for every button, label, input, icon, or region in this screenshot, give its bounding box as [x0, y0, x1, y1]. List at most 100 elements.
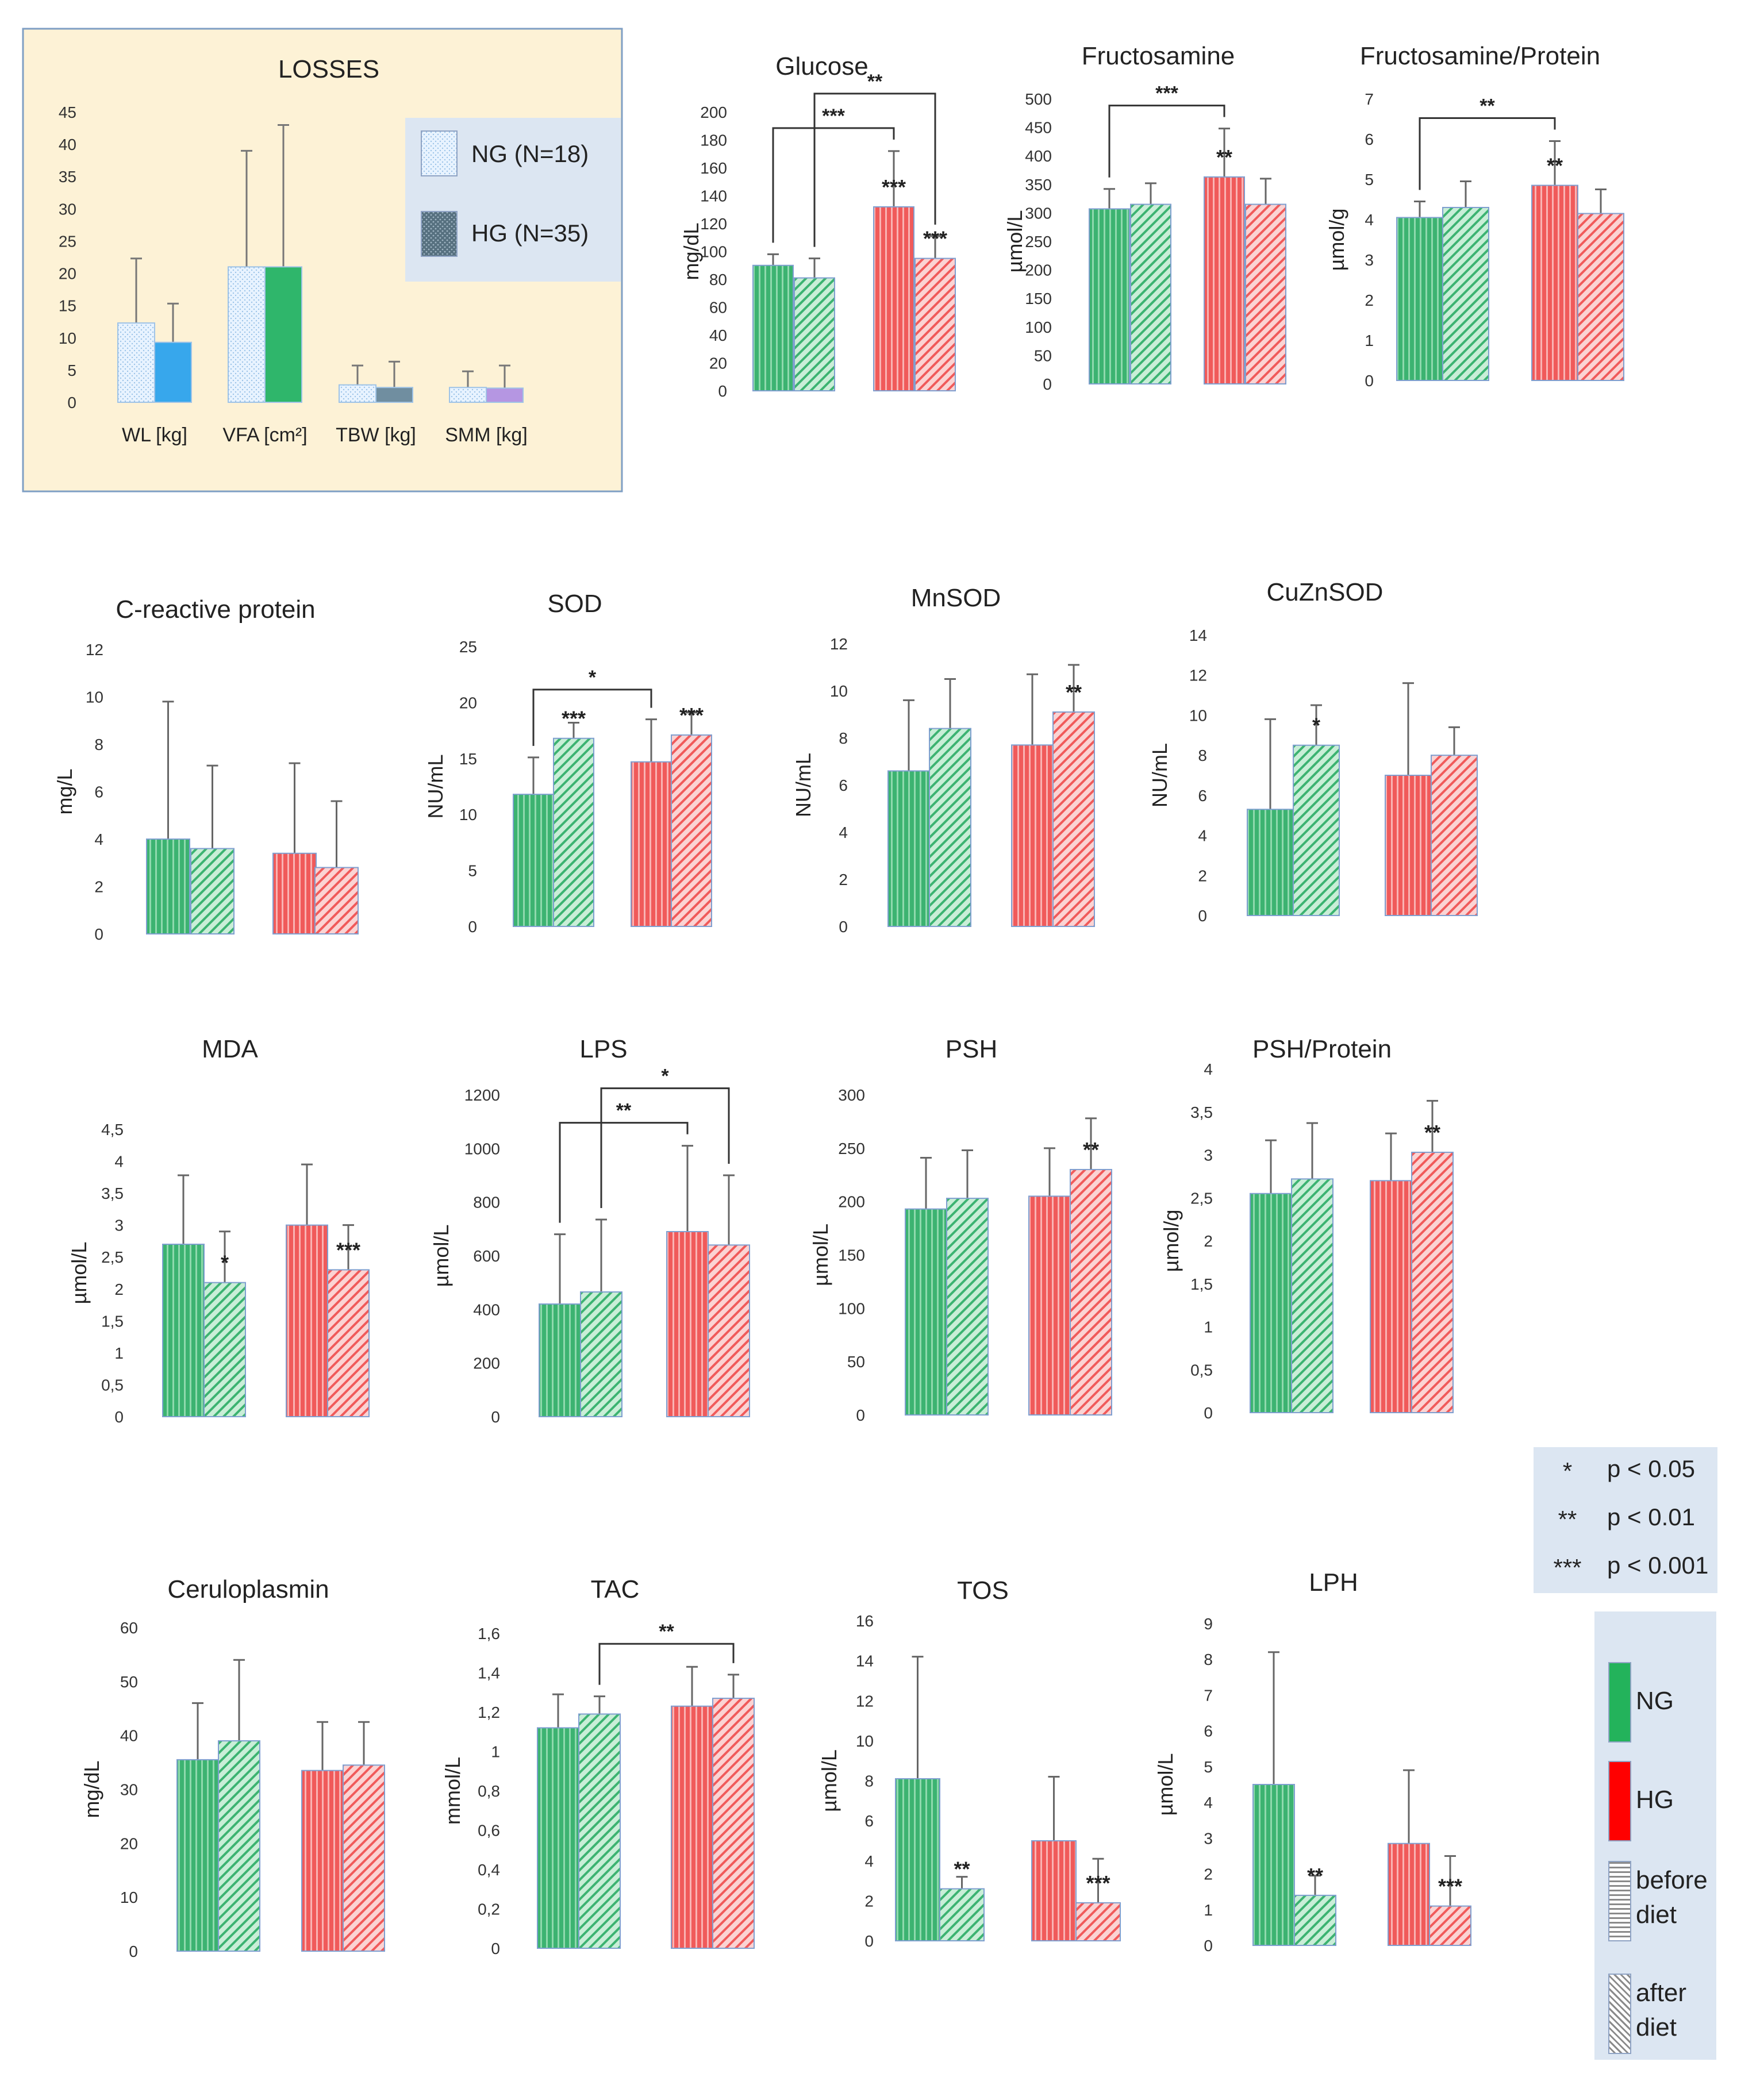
significance-stars: *** — [1086, 1871, 1110, 1895]
bar — [146, 839, 190, 934]
y-tick-label: 0 — [1204, 1937, 1213, 1955]
bar — [1577, 213, 1624, 381]
bar — [203, 1282, 246, 1418]
y-tick-label: 250 — [1025, 233, 1052, 251]
y-tick-label: 300 — [1025, 204, 1052, 222]
y-tick-label: 50 — [120, 1673, 138, 1691]
significance-bracket — [532, 689, 652, 746]
y-tick-label: 2,5 — [1190, 1189, 1213, 1207]
y-tick-label: 2 — [94, 878, 103, 896]
bar — [1247, 809, 1294, 917]
chart-title: LOSSES — [278, 55, 379, 83]
y-tick-label: 0,5 — [1190, 1361, 1213, 1379]
bar — [449, 387, 487, 403]
legend-swatch-hg — [1608, 1761, 1631, 1841]
y-tick-label: 10 — [830, 682, 848, 700]
y-tick-label: 6 — [1204, 1722, 1213, 1740]
bar — [1388, 1843, 1430, 1947]
y-tick-label: 14 — [1189, 626, 1207, 644]
y-tick-label: 180 — [700, 132, 727, 149]
significance-bracket — [598, 1643, 735, 1685]
y-tick-label: 6 — [839, 776, 848, 794]
y-tick-label: 0 — [468, 918, 477, 936]
significance-stars: *** — [336, 1238, 360, 1261]
y-tick-label: 2 — [839, 871, 848, 889]
bar — [1028, 1195, 1071, 1416]
y-tick-label: 60 — [120, 1619, 138, 1637]
y-tick-label: 0,8 — [478, 1782, 500, 1800]
bracket-stars: * — [589, 667, 597, 689]
bracket-stars: ** — [616, 1100, 632, 1122]
significance-stars: *** — [562, 707, 586, 730]
significance-bracket — [772, 127, 895, 243]
bar — [578, 1713, 621, 1949]
y-tick-label: 5 — [468, 862, 477, 880]
y-tick-label: 600 — [473, 1247, 500, 1265]
chart-title: Glucose — [775, 52, 868, 80]
bracket-stars: *** — [822, 105, 845, 127]
y-tick-label: 40 — [59, 136, 76, 153]
y-tick-label: 300 — [838, 1086, 865, 1104]
significance-bracket — [1108, 105, 1225, 178]
y-tick-label: 4 — [864, 1852, 874, 1870]
y-tick-label: 30 — [120, 1781, 138, 1799]
y-tick-label: 1,5 — [1190, 1275, 1213, 1293]
x-tick-label: SMM [kg] — [445, 424, 528, 446]
y-tick-label: 6 — [1365, 130, 1374, 148]
significance-stars: ** — [954, 1857, 970, 1880]
y-axis-label: µmol/g — [1159, 1210, 1183, 1272]
bar — [286, 1224, 328, 1418]
bar — [1204, 176, 1245, 384]
bar — [914, 257, 956, 391]
y-tick-label: 0 — [114, 1408, 124, 1426]
bar — [1075, 1902, 1121, 1941]
losses-legend-swatch-hg — [421, 211, 458, 257]
bar — [895, 1778, 940, 1942]
y-tick-label: 2 — [1198, 867, 1207, 884]
significance-label: p < 0.01 — [1607, 1503, 1695, 1530]
significance-stars: * — [1562, 1457, 1573, 1484]
bar — [301, 1770, 344, 1952]
y-axis-label: NU/mL — [1148, 743, 1171, 807]
significance-stars: * — [1312, 714, 1320, 737]
significance-bracket — [600, 1087, 730, 1208]
y-tick-label: 0,5 — [101, 1376, 124, 1394]
significance-stars: ** — [1558, 1506, 1577, 1533]
bar — [873, 206, 914, 391]
y-tick-label: 1,6 — [478, 1625, 500, 1643]
y-tick-label: 6 — [94, 783, 103, 801]
significance-label: p < 0.001 — [1607, 1552, 1709, 1579]
y-tick-label: 250 — [838, 1140, 865, 1157]
y-tick-label: 9 — [1204, 1615, 1213, 1633]
bar — [1252, 1784, 1295, 1946]
y-tick-label: 0 — [839, 918, 848, 936]
y-axis-label: µmol/L — [429, 1225, 453, 1287]
bar — [1294, 1894, 1336, 1947]
y-tick-label: 450 — [1025, 119, 1052, 137]
y-axis-label: NU/mL — [424, 754, 447, 818]
bar — [190, 848, 235, 934]
bar — [752, 264, 794, 391]
y-axis-label: mg/dL — [80, 1760, 103, 1818]
bar — [162, 1244, 205, 1417]
bar — [1130, 203, 1171, 384]
y-tick-label: 4 — [1198, 827, 1207, 845]
y-tick-label: 350 — [1025, 176, 1052, 194]
y-tick-label: 200 — [838, 1193, 865, 1211]
y-tick-label: 1,2 — [478, 1703, 500, 1721]
bar — [537, 1727, 579, 1949]
y-tick-label: 3 — [114, 1217, 124, 1234]
y-tick-label: 400 — [473, 1301, 500, 1318]
y-tick-label: 150 — [838, 1247, 865, 1264]
y-tick-label: 2 — [1204, 1866, 1213, 1883]
y-tick-label: 20 — [120, 1834, 138, 1852]
x-tick-label: TBW [kg] — [336, 424, 416, 446]
losses-legend-label-ng: NG (N=18) — [471, 140, 589, 167]
y-tick-label: 0 — [1043, 375, 1052, 393]
y-tick-label: 60 — [709, 299, 727, 317]
y-tick-label: 20 — [709, 355, 727, 372]
y-tick-label: 0 — [856, 1406, 865, 1424]
y-tick-label: 0,2 — [478, 1901, 500, 1918]
bar — [343, 1764, 385, 1952]
legend-label-ng: NG — [1636, 1687, 1674, 1715]
